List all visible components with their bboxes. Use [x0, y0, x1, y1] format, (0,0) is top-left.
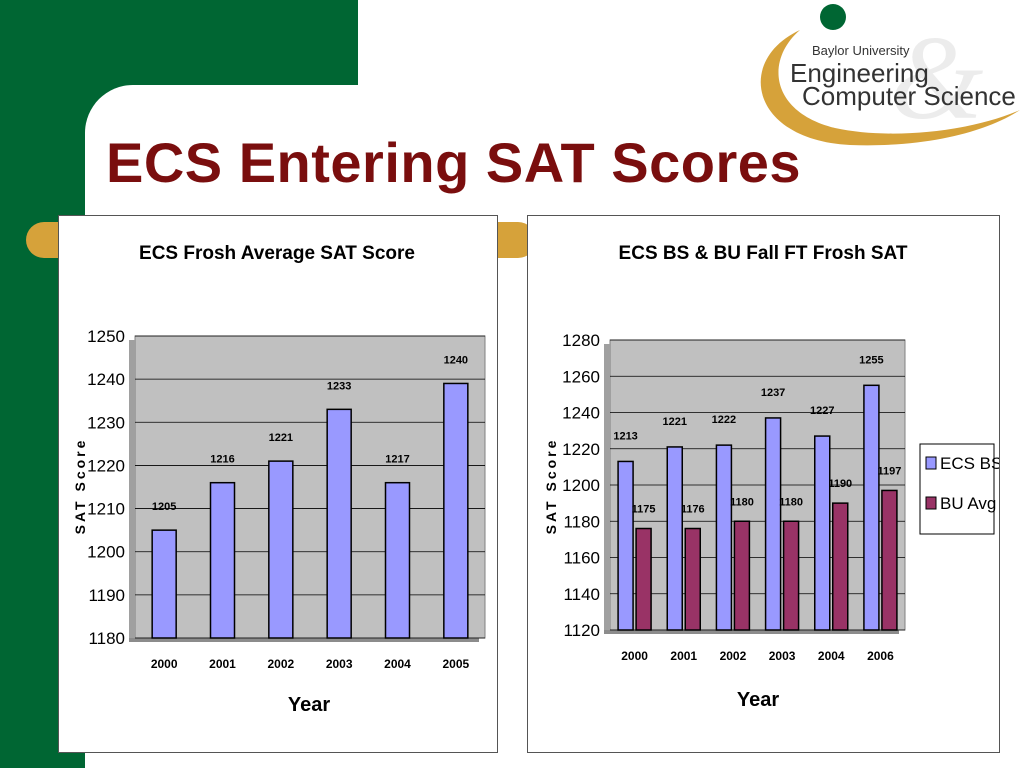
- data-label: 1240: [444, 354, 468, 366]
- chart-ecs-vs-bu-svg: ECS BS & BU Fall FT Frosh SAT 1120 1140 116…: [543, 243, 999, 711]
- y-tick-label: 1180: [88, 629, 125, 648]
- logo-line-3: Computer Science: [802, 81, 1016, 111]
- plot-area: [134, 335, 486, 639]
- y-tick-label: 1230: [87, 413, 125, 432]
- bar: [209, 481, 236, 639]
- x-axis-label: Year: [737, 689, 779, 711]
- data-label: 1197: [877, 465, 901, 477]
- x-tick-label: 2003: [326, 657, 353, 671]
- logo-line-2: Engineering: [790, 58, 929, 88]
- x-tick-label: 2005: [442, 657, 469, 671]
- logo-dot: [820, 4, 846, 30]
- y-tick-label: 1160: [563, 549, 600, 568]
- bar: [151, 529, 177, 639]
- y-tick-label: 1220: [87, 456, 125, 475]
- bar: [635, 527, 652, 631]
- data-label: 1205: [152, 501, 176, 513]
- x-tick-label: 2003: [769, 649, 796, 663]
- legend-swatch: [925, 496, 937, 510]
- chart-ecs-vs-bu: ECS BS & BU Fall FT Frosh SAT 1120 1140 116…: [527, 215, 1000, 753]
- data-label: 1213: [613, 430, 637, 442]
- y-tick-label: 1200: [562, 476, 600, 495]
- data-label: 1190: [828, 478, 852, 490]
- data-label: 1217: [385, 454, 409, 466]
- plot-floor: [604, 630, 899, 634]
- x-tick-label: 2000: [621, 649, 648, 663]
- chart-title: ECS Frosh Average SAT Score: [139, 243, 415, 264]
- chart-ecs-frosh: ECS Frosh Average SAT Score 1180 1190 1200 1…: [58, 215, 498, 753]
- y-tick-label: 1220: [562, 440, 600, 459]
- data-label: 1255: [859, 354, 883, 366]
- bar: [814, 435, 831, 631]
- x-tick-label: 2004: [384, 657, 411, 671]
- data-label: 1176: [681, 504, 705, 516]
- y-tick-label: 1250: [87, 327, 125, 346]
- chart-title: ECS BS & BU Fall FT Frosh SAT: [619, 243, 908, 264]
- x-tick-label: 2004: [818, 649, 845, 663]
- data-label: 1237: [761, 387, 785, 399]
- bar: [881, 489, 898, 631]
- data-label: 1227: [810, 405, 834, 417]
- plot-side-wall: [129, 340, 135, 642]
- plot-side-wall: [604, 344, 610, 634]
- data-label: 1180: [730, 496, 754, 508]
- bar: [384, 481, 411, 639]
- x-tick-label: 2001: [209, 657, 236, 671]
- logo-swoosh: [760, 30, 1020, 146]
- x-tick-label: 2002: [267, 657, 294, 671]
- data-label: 1221: [269, 432, 293, 444]
- y-tick-label: 1260: [562, 367, 600, 386]
- data-label: 1180: [779, 496, 803, 508]
- bar: [666, 446, 683, 631]
- data-label: 1233: [327, 380, 351, 392]
- y-tick-label: 1240: [87, 370, 125, 389]
- ampersand-mark: &: [890, 11, 983, 144]
- university-logo: & Baylor University Engineering Computer…: [760, 4, 1020, 146]
- bar: [863, 384, 880, 631]
- y-tick-label: 1180: [563, 512, 600, 531]
- y-tick-label: 1140: [563, 585, 600, 604]
- x-tick-label: 2001: [670, 649, 697, 663]
- slide-title: ECS Entering SAT Scores: [106, 131, 802, 194]
- bar: [617, 460, 634, 631]
- bar: [782, 520, 800, 631]
- legend-label: ECS BS: [940, 454, 999, 473]
- data-label: 1175: [632, 504, 656, 516]
- y-tick-label: 1200: [87, 543, 125, 562]
- data-label: 1222: [712, 414, 736, 426]
- bar: [326, 408, 352, 639]
- plot-floor: [129, 638, 479, 642]
- chart-ecs-frosh-svg: ECS Frosh Average SAT Score 1180 1190 1200 1…: [72, 243, 486, 716]
- bar: [268, 460, 294, 639]
- x-tick-label: 2006: [867, 649, 894, 663]
- data-label: 1221: [663, 416, 687, 428]
- x-tick-label: 2002: [720, 649, 747, 663]
- bar: [832, 502, 849, 631]
- y-tick-label: 1210: [87, 500, 125, 519]
- logo-line-1: Baylor University: [812, 43, 910, 58]
- x-axis-label: Year: [288, 694, 330, 716]
- x-tick-label: 2000: [151, 657, 178, 671]
- y-axis-label: SAT Score: [543, 438, 559, 535]
- legend-label: BU Avg: [940, 494, 996, 513]
- bar: [733, 520, 751, 631]
- bar: [715, 444, 733, 631]
- bar: [443, 382, 469, 639]
- data-label: 1216: [210, 454, 234, 466]
- bar: [684, 527, 701, 631]
- y-tick-label: 1190: [88, 586, 125, 605]
- y-tick-label: 1280: [562, 331, 600, 350]
- bar: [764, 417, 782, 631]
- legend-swatch: [925, 456, 937, 470]
- y-tick-label: 1240: [562, 404, 600, 423]
- y-tick-label: 1120: [563, 621, 600, 640]
- y-axis-label: SAT Score: [72, 438, 88, 535]
